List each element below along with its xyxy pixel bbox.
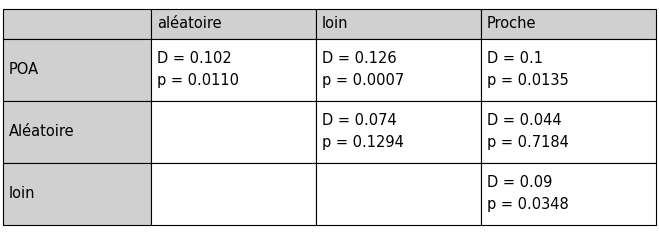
Text: D = 0.102
p = 0.0110: D = 0.102 p = 0.0110 (157, 51, 239, 88)
Text: loin: loin (322, 16, 349, 31)
Text: D = 0.044
p = 0.7184: D = 0.044 p = 0.7184 (487, 113, 569, 150)
Bar (481, 8, 656, 38)
Text: D = 0.126
p = 0.0007: D = 0.126 p = 0.0007 (322, 51, 404, 88)
Bar (151, 8, 316, 38)
Text: D = 0.1
p = 0.0135: D = 0.1 p = 0.0135 (487, 51, 569, 88)
Bar (3, 100, 151, 162)
Bar (481, 38, 656, 100)
Bar (3, 38, 151, 100)
Text: POA: POA (9, 62, 39, 77)
Bar (151, 162, 316, 225)
Text: D = 0.074
p = 0.1294: D = 0.074 p = 0.1294 (322, 113, 404, 150)
Bar (316, 38, 481, 100)
Bar (481, 162, 656, 225)
Text: Proche: Proche (487, 16, 536, 31)
Bar (3, 162, 151, 225)
Bar (316, 100, 481, 162)
Bar (3, 8, 151, 38)
Bar (151, 38, 316, 100)
Bar (316, 162, 481, 225)
Bar (316, 8, 481, 38)
Bar (481, 100, 656, 162)
Bar (151, 100, 316, 162)
Text: D = 0.09
p = 0.0348: D = 0.09 p = 0.0348 (487, 175, 569, 212)
Text: aléatoire: aléatoire (157, 16, 221, 31)
Text: loin: loin (9, 186, 36, 201)
Text: Aléatoire: Aléatoire (9, 124, 74, 139)
